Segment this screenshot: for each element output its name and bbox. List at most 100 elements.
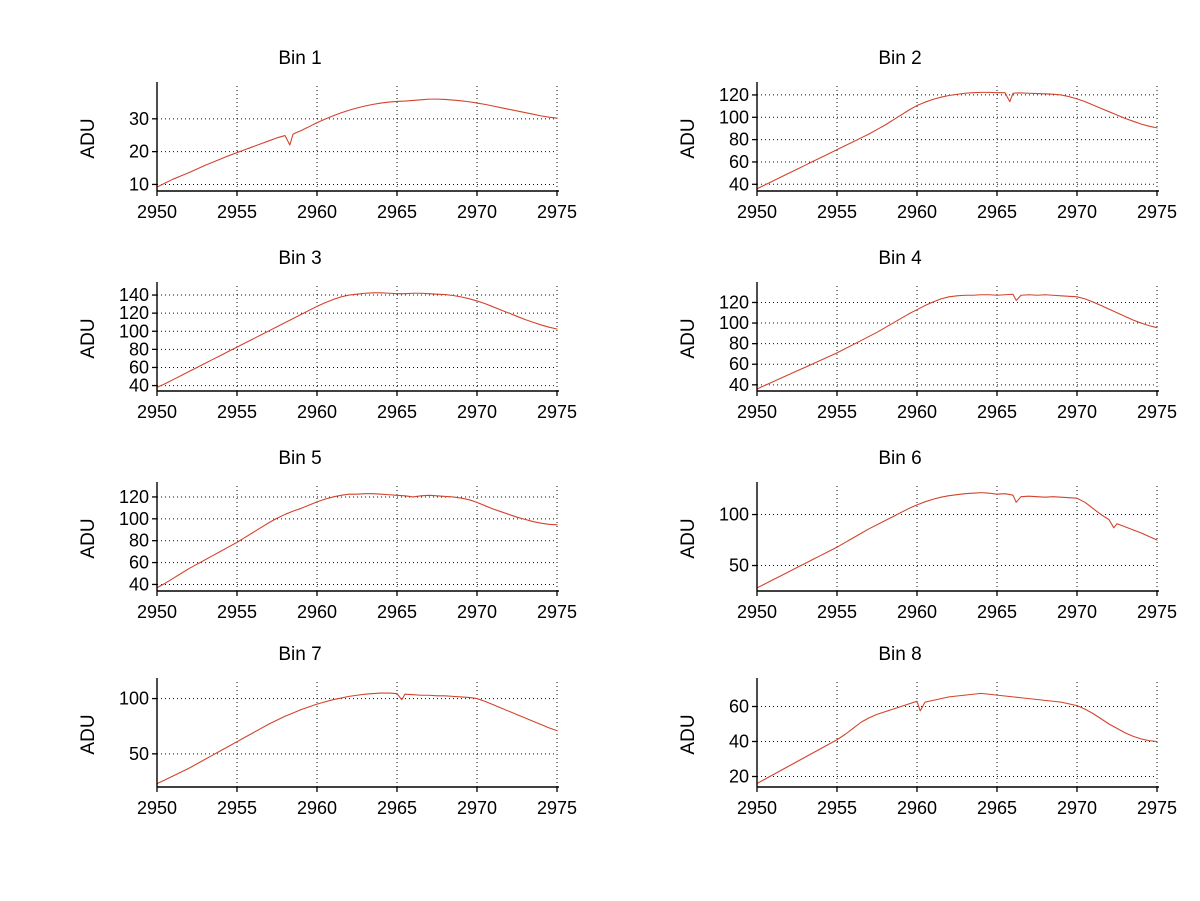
x-axis-label-superscript: -1	[1023, 635, 1035, 636]
subplot-panel: Bin 3 2950 2955 2960 2965 2970 2975 40 60 80 100 12…	[0, 248, 600, 448]
axis-lines	[156, 82, 559, 192]
axis-lines	[156, 282, 559, 392]
y-tick-label: 120	[119, 303, 149, 323]
y-axis-label: ADU	[78, 714, 99, 754]
x-tick-label: 2955	[217, 602, 257, 622]
x-tick-label: 2960	[897, 202, 937, 222]
spectrum-line	[756, 293, 1158, 390]
gridlines	[157, 86, 558, 191]
x-tick-label: 2965	[377, 798, 417, 818]
x-tick-label: 2975	[1137, 202, 1177, 222]
axis-lines	[756, 282, 1159, 392]
x-axis-label: Wavenumber [cm-1]	[274, 831, 439, 832]
panel-title: Bin 6	[878, 448, 922, 469]
x-tick-label: 2955	[817, 798, 857, 818]
y-tick-label: 10	[129, 174, 149, 194]
y-axis-label: ADU	[78, 118, 99, 158]
x-tick-label: 2950	[137, 402, 177, 422]
y-tick-label: 40	[729, 375, 749, 395]
x-tick-label: 2975	[1137, 798, 1177, 818]
y-tick-label: 100	[719, 505, 749, 525]
subplot-panel: Bin 7 2950 2955 2960 2965 2970 2975 50 100 ADU Wav…	[0, 644, 600, 859]
y-tick-label: 100	[119, 321, 149, 341]
x-tick-label: 2950	[737, 798, 777, 818]
x-tick-label: 2970	[1057, 798, 1097, 818]
y-tick-label: 60	[729, 152, 749, 172]
y-tick-label: 60	[729, 697, 749, 717]
x-axis-label-superscript: -1	[1023, 235, 1035, 236]
x-tick-label: 2975	[537, 202, 577, 222]
x-axis-label: Wavenumber [cm-1]	[874, 831, 1039, 832]
x-axis-ticks: 2950 2955 2960 2965 2970 2975	[137, 591, 577, 622]
y-tick-label: 80	[729, 334, 749, 354]
plot-svg: 2950 2955 2960 2965 2970 2975 50 100 ADU Wavenumb…	[678, 482, 1177, 636]
x-axis-ticks: 2950 2955 2960 2965 2970 2975	[137, 391, 577, 422]
x-axis-label: Wavenumber [cm-1]	[274, 435, 439, 436]
y-axis-label: ADU	[678, 518, 699, 558]
x-tick-label: 2960	[897, 602, 937, 622]
x-tick-label: 2970	[457, 402, 497, 422]
y-tick-label: 40	[729, 174, 749, 194]
panel-title: Bin 7	[278, 644, 322, 665]
spectrum-line	[756, 692, 1158, 785]
y-axis-ticks: 50 100	[119, 689, 157, 764]
y-axis-label: ADU	[678, 318, 699, 358]
panel-title: Bin 1	[278, 48, 322, 69]
x-axis-label: Wavenumber [cm-1]	[874, 635, 1039, 636]
x-tick-label: 2975	[1137, 602, 1177, 622]
axis-lines	[756, 482, 1159, 592]
spectrum-line	[156, 98, 558, 188]
x-tick-label: 2975	[1137, 402, 1177, 422]
y-tick-label: 80	[129, 531, 149, 551]
x-tick-label: 2960	[897, 798, 937, 818]
x-axis-label-superscript: -1	[423, 635, 435, 636]
x-tick-label: 2960	[297, 798, 337, 818]
panel-title: Bin 3	[278, 248, 322, 269]
x-axis-label: Wavenumber [cm-1]	[274, 235, 439, 236]
x-axis-ticks: 2950 2955 2960 2965 2970 2975	[737, 391, 1177, 422]
panel-title: Bin 4	[878, 248, 922, 269]
x-tick-label: 2975	[537, 602, 577, 622]
plot-svg: 2950 2955 2960 2965 2970 2975 10 20 30 ADU Wavenum…	[78, 82, 577, 236]
gridlines	[757, 86, 1158, 191]
spectrum-line	[756, 91, 1158, 190]
x-axis-label-superscript: -1	[423, 235, 435, 236]
x-tick-label: 2950	[737, 402, 777, 422]
y-tick-label: 100	[119, 509, 149, 529]
x-tick-label: 2955	[217, 798, 257, 818]
spectrum-line	[156, 292, 558, 388]
axis-lines	[756, 678, 1159, 788]
y-tick-label: 120	[719, 292, 749, 312]
subplot-grid: Bin 1 2950 2955 2960 2965 2970 2975 10 20 30 ADU Wa…	[0, 48, 1200, 859]
panel-title: Bin 5	[278, 448, 322, 469]
y-tick-label: 80	[729, 130, 749, 150]
x-axis-label-superscript: -1	[1023, 831, 1035, 832]
y-tick-label: 60	[729, 354, 749, 374]
subplot-panel: Bin 8 2950 2955 2960 2965 2970 2975 20 40 60 ADU Wa…	[600, 644, 1200, 859]
plot-svg: 2950 2955 2960 2965 2970 2975 50 100 ADU Wavenumb…	[78, 678, 577, 832]
x-axis-label-superscript: -1	[1023, 435, 1035, 436]
x-axis-ticks: 2950 2955 2960 2965 2970 2975	[737, 191, 1177, 222]
y-tick-label: 20	[729, 767, 749, 787]
axis-lines	[756, 82, 1159, 192]
spectrum-line	[756, 492, 1158, 589]
x-tick-label: 2970	[457, 602, 497, 622]
y-tick-label: 30	[129, 109, 149, 129]
x-axis-label: Wavenumber [cm-1]	[274, 635, 439, 636]
y-tick-label: 140	[119, 285, 149, 305]
x-tick-label: 2950	[737, 202, 777, 222]
subplot-panel: Bin 2 2950 2955 2960 2965 2970 2975 40 60 80 100 12…	[600, 48, 1200, 248]
x-tick-label: 2965	[977, 602, 1017, 622]
gridlines	[757, 486, 1158, 591]
plot-svg: 2950 2955 2960 2965 2970 2975 20 40 60 ADU Wavenum…	[678, 678, 1177, 832]
x-axis-label-superscript: -1	[423, 435, 435, 436]
x-tick-label: 2970	[1057, 202, 1097, 222]
x-tick-label: 2970	[1057, 402, 1097, 422]
subplot-panel: Bin 1 2950 2955 2960 2965 2970 2975 10 20 30 ADU Wa…	[0, 48, 600, 248]
gridlines	[757, 286, 1158, 391]
gridlines	[757, 682, 1158, 787]
